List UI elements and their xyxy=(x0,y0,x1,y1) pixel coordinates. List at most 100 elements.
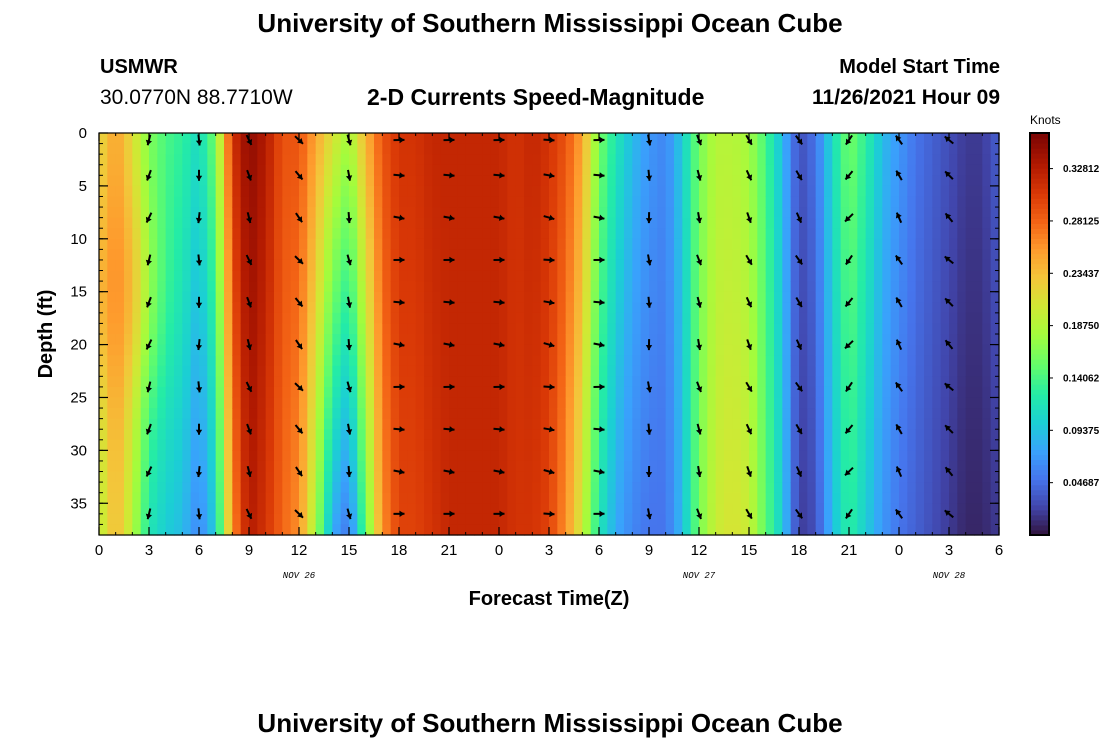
heatmap-cell xyxy=(157,175,167,187)
heatmap-cell xyxy=(815,460,825,473)
heatmap-cell xyxy=(424,133,433,145)
heatmap-cell xyxy=(249,365,258,377)
current-arrow xyxy=(844,424,854,435)
y-tick-label: 0 xyxy=(79,125,87,142)
heatmap-cell xyxy=(165,217,175,229)
heatmap-cell xyxy=(307,471,317,483)
heatmap-cell xyxy=(957,503,967,515)
heatmap-cell xyxy=(732,238,742,250)
heatmap-cell xyxy=(207,196,217,208)
heatmap-cell xyxy=(115,334,125,346)
heatmap-cell xyxy=(665,355,675,367)
heatmap-cell xyxy=(415,418,425,430)
colorbar-segment xyxy=(1030,484,1049,491)
heatmap-cell xyxy=(682,133,692,145)
heatmap-cell xyxy=(882,503,892,515)
heatmap-cell xyxy=(807,376,817,388)
heatmap-cell xyxy=(299,270,308,282)
heatmap-cell xyxy=(149,143,158,155)
heatmap-cell xyxy=(399,492,408,504)
arrow-head xyxy=(645,302,653,308)
heatmap-cell xyxy=(324,429,333,441)
heatmap-cell xyxy=(182,503,192,515)
heatmap-cell xyxy=(974,259,983,272)
heatmap-cell xyxy=(515,376,525,388)
heatmap-cell xyxy=(207,185,217,198)
heatmap-cell xyxy=(115,397,125,409)
current-arrow xyxy=(245,254,253,266)
heatmap-cell xyxy=(765,513,775,526)
heatmap-cell xyxy=(624,323,633,335)
heatmap-cell xyxy=(482,450,492,462)
heatmap-cell xyxy=(115,482,125,494)
heatmap-cell xyxy=(740,207,750,219)
heatmap-cell xyxy=(724,429,733,441)
heatmap-cell xyxy=(765,249,775,261)
heatmap-cell xyxy=(232,386,242,399)
heatmap-cell xyxy=(865,323,875,335)
heatmap-cell xyxy=(707,312,717,325)
colorbar-segment xyxy=(1030,233,1049,240)
heatmap-cell xyxy=(990,513,1000,526)
heatmap-cell xyxy=(207,439,217,451)
heatmap-cell xyxy=(840,133,850,145)
heatmap-cell xyxy=(924,397,933,409)
heatmap-cell xyxy=(865,376,875,388)
heatmap-cell xyxy=(382,312,392,325)
heatmap-cell xyxy=(849,238,858,250)
heatmap-cell xyxy=(674,143,683,155)
heatmap-cell xyxy=(474,270,483,282)
heatmap-cell xyxy=(932,334,942,346)
heatmap-cell xyxy=(157,238,167,250)
heatmap-cell xyxy=(482,408,492,420)
heatmap-cell xyxy=(257,196,267,208)
heatmap-cell xyxy=(982,302,992,314)
heatmap-cell xyxy=(524,334,533,346)
heatmap-cell xyxy=(524,281,533,293)
heatmap-cell xyxy=(782,259,792,272)
colorbar-tick-label: 0.09375 xyxy=(1063,426,1100,437)
heatmap-cell xyxy=(407,143,417,155)
heatmap-cell xyxy=(549,439,558,451)
heatmap-cell xyxy=(574,133,583,145)
heatmap-cell xyxy=(907,386,917,399)
heatmap-cell xyxy=(249,259,258,272)
heatmap-cell xyxy=(249,513,258,526)
heatmap-cell xyxy=(815,524,825,536)
heatmap-cell xyxy=(890,450,900,462)
current-arrow xyxy=(844,297,854,308)
heatmap-cell xyxy=(840,228,850,240)
heatmap-cell xyxy=(274,408,283,420)
heatmap-cell xyxy=(365,312,375,325)
heatmap-cell xyxy=(874,291,883,303)
heatmap-cell xyxy=(282,323,292,335)
colorbar-segment xyxy=(1030,298,1049,305)
heatmap-cell xyxy=(957,450,967,462)
heatmap-cell xyxy=(299,143,308,155)
heatmap-cell xyxy=(782,344,792,356)
heatmap-cell xyxy=(540,312,550,325)
heatmap-cell xyxy=(615,376,625,388)
heatmap-cell xyxy=(515,228,525,240)
heatmap-cell xyxy=(424,482,433,494)
heatmap-cell xyxy=(149,249,158,261)
heatmap-cell xyxy=(165,207,175,219)
arrow-head xyxy=(399,256,405,264)
heatmap-cell xyxy=(507,281,517,293)
heatmap-cell xyxy=(840,397,850,409)
heatmap-cell xyxy=(749,503,758,515)
heatmap-cell xyxy=(732,312,742,325)
heatmap-cell xyxy=(249,154,258,166)
heatmap-cell xyxy=(549,524,558,536)
heatmap-cell xyxy=(974,355,983,367)
heatmap-cell xyxy=(524,429,533,441)
heatmap-cell xyxy=(507,143,517,155)
heatmap-cell xyxy=(657,524,667,536)
heatmap-cell xyxy=(307,386,317,399)
arrow-head xyxy=(896,297,902,304)
heatmap-cell xyxy=(215,238,225,250)
heatmap-cell xyxy=(940,365,950,377)
heatmap-cell xyxy=(965,196,975,208)
current-arrow xyxy=(294,424,304,435)
heatmap-cell xyxy=(157,418,167,430)
